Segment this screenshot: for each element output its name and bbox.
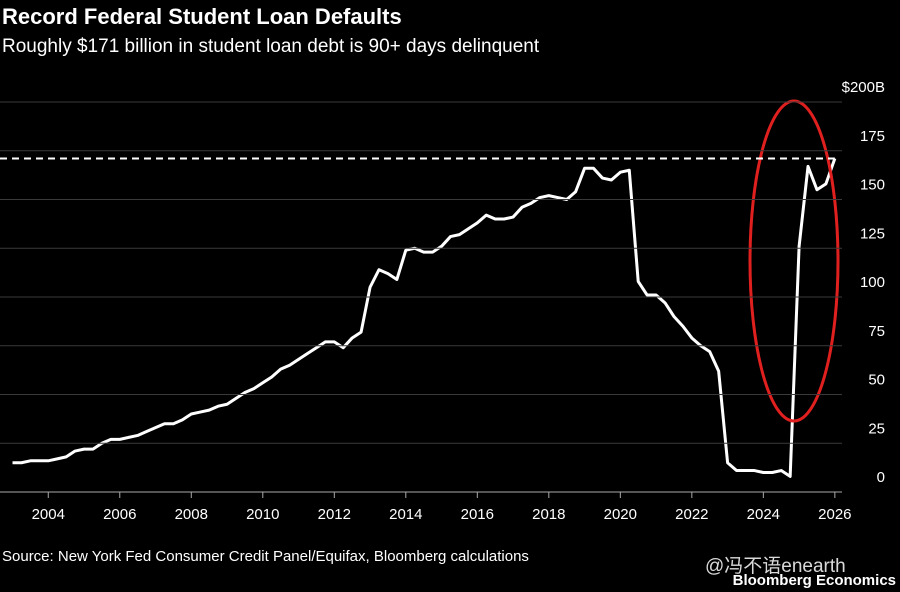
y-tick-label: 0 <box>877 469 885 486</box>
x-tick-label: 2012 <box>318 506 351 523</box>
y-tick-label: 25 <box>868 420 885 437</box>
x-tick-label: 2006 <box>103 506 136 523</box>
chart-title: Record Federal Student Loan Defaults <box>2 4 402 29</box>
x-tick-label: 2018 <box>532 506 565 523</box>
y-tick-label: $200B <box>842 79 885 96</box>
x-tick-label: 2026 <box>818 506 851 523</box>
y-tick-label: 175 <box>860 128 885 145</box>
data-line <box>12 158 837 478</box>
x-tick-label: 2022 <box>675 506 708 523</box>
x-tick-label: 2016 <box>461 506 494 523</box>
x-tick-label: 2020 <box>604 506 637 523</box>
y-tick-label: 50 <box>868 372 885 389</box>
highlight-ellipse <box>748 99 840 423</box>
x-tick-label: 2010 <box>246 506 279 523</box>
x-tick-label: 2024 <box>747 506 780 523</box>
chart-subtitle: Roughly $171 billion in student loan deb… <box>2 36 540 57</box>
y-tick-label: 150 <box>860 177 885 194</box>
x-tick-label: 2008 <box>175 506 208 523</box>
y-tick-label: 75 <box>868 323 885 340</box>
brand: Bloomberg Economics <box>733 572 896 589</box>
source-note: Source: New York Fed Consumer Credit Pan… <box>2 548 529 565</box>
watermark: @冯不语enearth <box>705 555 846 577</box>
y-tick-label: 125 <box>860 225 885 242</box>
x-tick-label: 2014 <box>389 506 422 523</box>
y-tick-label: 100 <box>860 274 885 291</box>
x-tick-label: 2004 <box>32 506 65 523</box>
